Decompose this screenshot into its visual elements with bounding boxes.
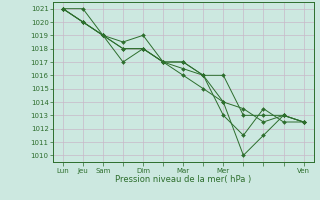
X-axis label: Pression niveau de la mer( hPa ): Pression niveau de la mer( hPa ) [115,175,251,184]
